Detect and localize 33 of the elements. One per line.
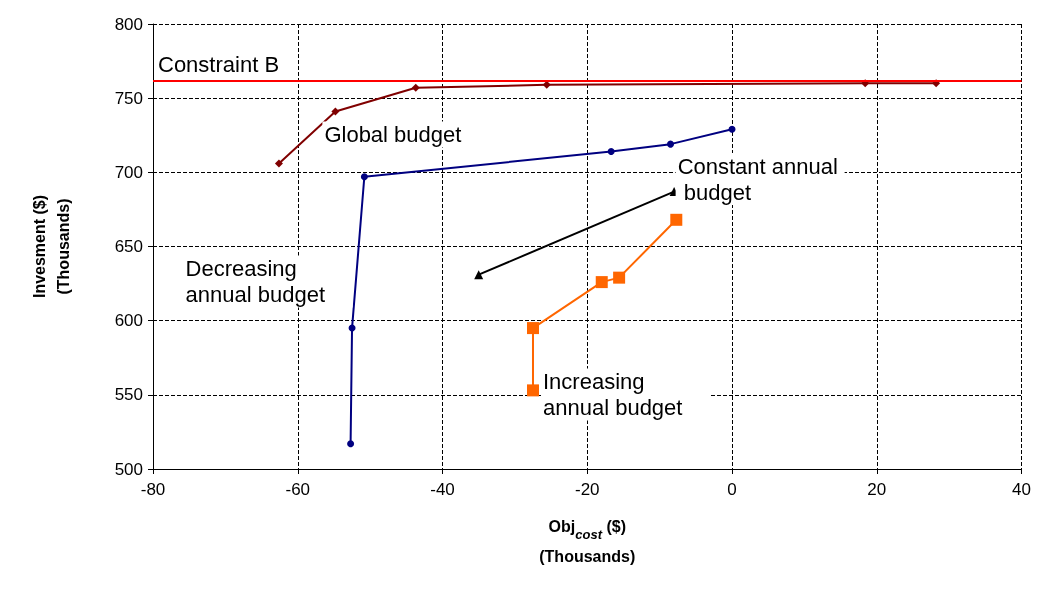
point [595, 276, 608, 289]
y-tick-label: 800 [114, 14, 143, 34]
point [274, 159, 283, 168]
point [347, 440, 355, 448]
point [667, 140, 675, 148]
point [526, 384, 539, 397]
point [728, 125, 736, 133]
point [670, 213, 683, 226]
series-label: Global budget [324, 122, 462, 148]
y-tick-label: 650 [114, 237, 143, 256]
point [526, 322, 539, 335]
point [607, 148, 615, 156]
x-tick-label: 40 [1012, 480, 1032, 499]
series-label: Constant annual budget [677, 153, 838, 205]
y-tick-label: 550 [114, 385, 143, 405]
point [331, 107, 340, 116]
y-tick-label: 700 [114, 162, 143, 182]
x-tick-label: -80 [140, 480, 166, 499]
x-tick-label: -40 [430, 480, 455, 499]
series-label: Increasing annual budget [542, 368, 683, 420]
x-tick-label: -20 [574, 480, 600, 499]
point [613, 271, 626, 284]
point [360, 173, 368, 181]
x-tick-label: -60 [285, 480, 311, 499]
x-tick-label: 20 [867, 480, 887, 499]
point [411, 83, 420, 92]
y-tick-label: 750 [114, 88, 143, 108]
ref-line-label: Constraint B [158, 51, 280, 77]
y-axis-title: Invesment ($) (Thousands) [30, 194, 72, 299]
y-tick-label: 600 [114, 311, 143, 331]
series-label: Decreasing annual budget [185, 256, 326, 308]
x-tick-label: 0 [727, 480, 737, 499]
y-tick-label: 500 [114, 459, 143, 479]
